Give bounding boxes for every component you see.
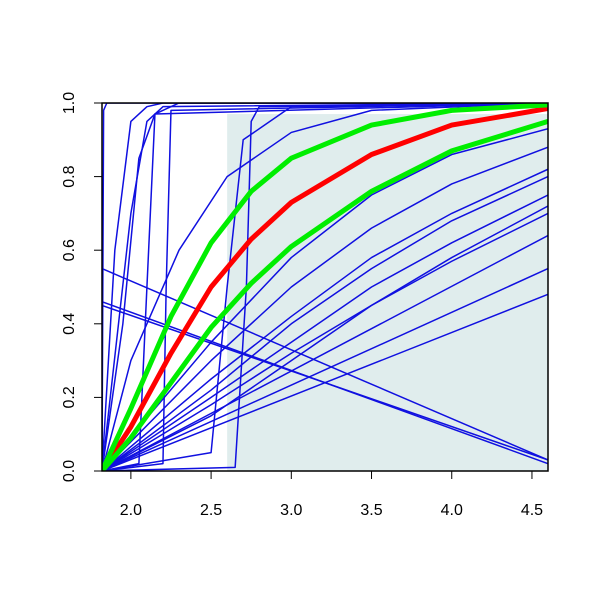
curve — [102, 103, 548, 471]
curve — [102, 168, 548, 471]
curve — [102, 267, 548, 461]
curve — [102, 103, 548, 471]
curve — [102, 293, 548, 471]
x-tick-label: 3.5 — [360, 502, 382, 519]
curve — [102, 128, 548, 471]
curve — [102, 146, 548, 471]
y-tick-label: 0.0 — [61, 460, 78, 482]
y-tick-label: 0.4 — [61, 313, 78, 335]
curve — [102, 234, 548, 471]
plot-frame — [101, 102, 549, 472]
curve — [102, 103, 548, 471]
curve — [102, 103, 548, 471]
y-tick-label: 0.2 — [61, 386, 78, 408]
curve — [102, 103, 548, 471]
x-tick-label: 2.0 — [120, 502, 142, 519]
axes: 2.0 2.5 3.0 3.5 4.0 4.5 0.0 0.2 0.4 0.6 0.8 1.0 — [61, 92, 549, 519]
y-tick-label: 0.8 — [61, 165, 78, 187]
curve — [102, 205, 548, 471]
shaded-region — [227, 114, 548, 471]
x-tick-label: 3.0 — [280, 502, 302, 519]
curve — [102, 106, 548, 471]
x-tick-label: 2.5 — [200, 502, 222, 519]
y-tick-label: 1.0 — [61, 92, 78, 114]
y-tick-label: 0.6 — [61, 239, 78, 261]
plot-area — [102, 103, 548, 471]
curve — [102, 103, 548, 471]
curve — [102, 194, 548, 471]
x-tick-label: 4.5 — [521, 502, 543, 519]
x-tick-label: 4.0 — [441, 502, 463, 519]
curve — [102, 212, 548, 471]
curve — [102, 103, 548, 471]
curve — [102, 267, 548, 471]
curve — [102, 103, 548, 471]
curve — [102, 119, 548, 471]
curve — [102, 175, 548, 471]
